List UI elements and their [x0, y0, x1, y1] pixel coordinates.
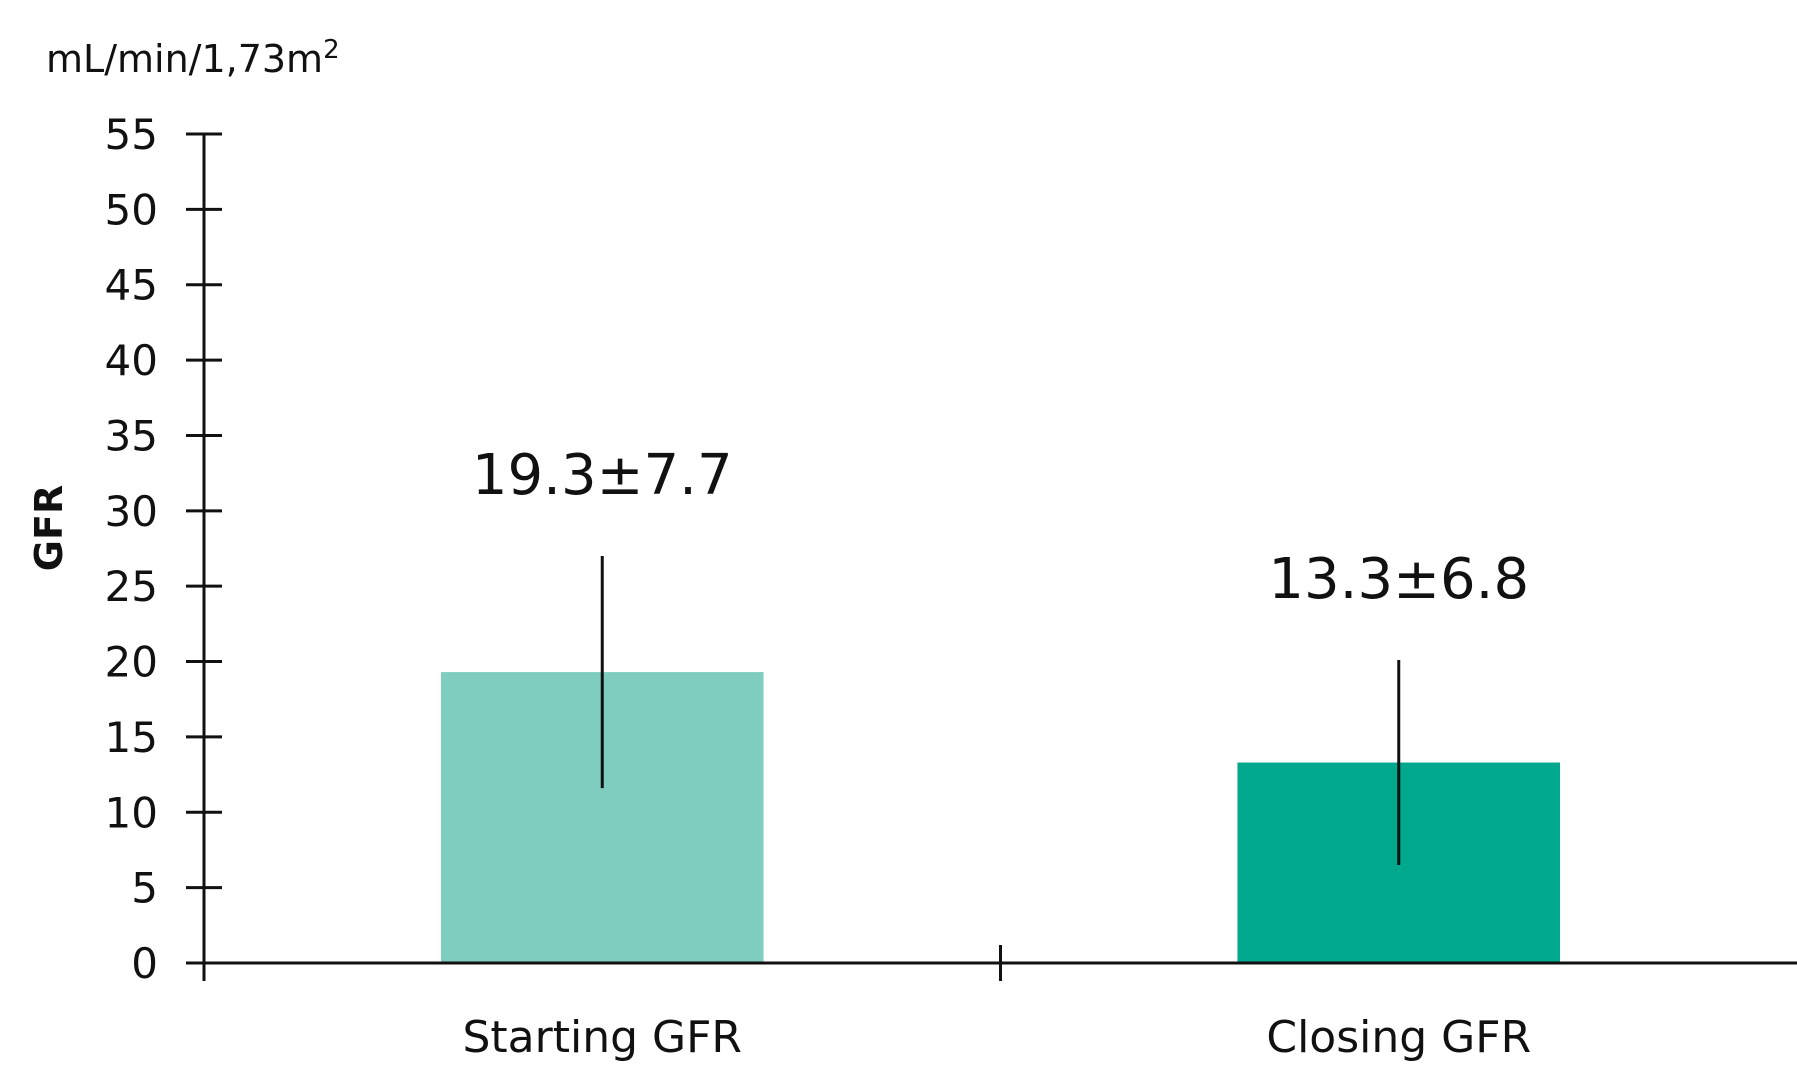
y-tick-label: 35 — [105, 411, 158, 460]
y-tick-label: 0 — [131, 939, 158, 988]
y-unit-label: mL/min/1,73m2 — [46, 35, 340, 81]
y-tick-label: 20 — [105, 638, 158, 687]
data-label: 13.3±6.8 — [1268, 547, 1529, 612]
data-label: 19.3±7.7 — [472, 443, 733, 508]
y-tick-label: 5 — [131, 864, 158, 913]
x-tick-label: Closing GFR — [1266, 1012, 1531, 1063]
x-tick-label: Starting GFR — [463, 1012, 743, 1063]
y-tick-label: 50 — [105, 185, 158, 234]
y-unit-superscript: 2 — [323, 35, 340, 65]
y-tick-label: 40 — [105, 336, 158, 385]
y-tick-label: 30 — [105, 487, 158, 536]
axes — [202, 134, 1797, 981]
y-tick-label: 45 — [105, 261, 158, 310]
y-tick-label: 10 — [105, 788, 158, 837]
bars: 19.3±7.7 Starting GFR 13.3±6.8 Closing GFR — [440, 443, 1561, 1063]
y-tick-label: 25 — [105, 562, 158, 611]
y-tick-label: 15 — [105, 713, 158, 762]
y-tick-label: 55 — [105, 110, 158, 159]
y-axis-title: GFR — [27, 485, 71, 571]
